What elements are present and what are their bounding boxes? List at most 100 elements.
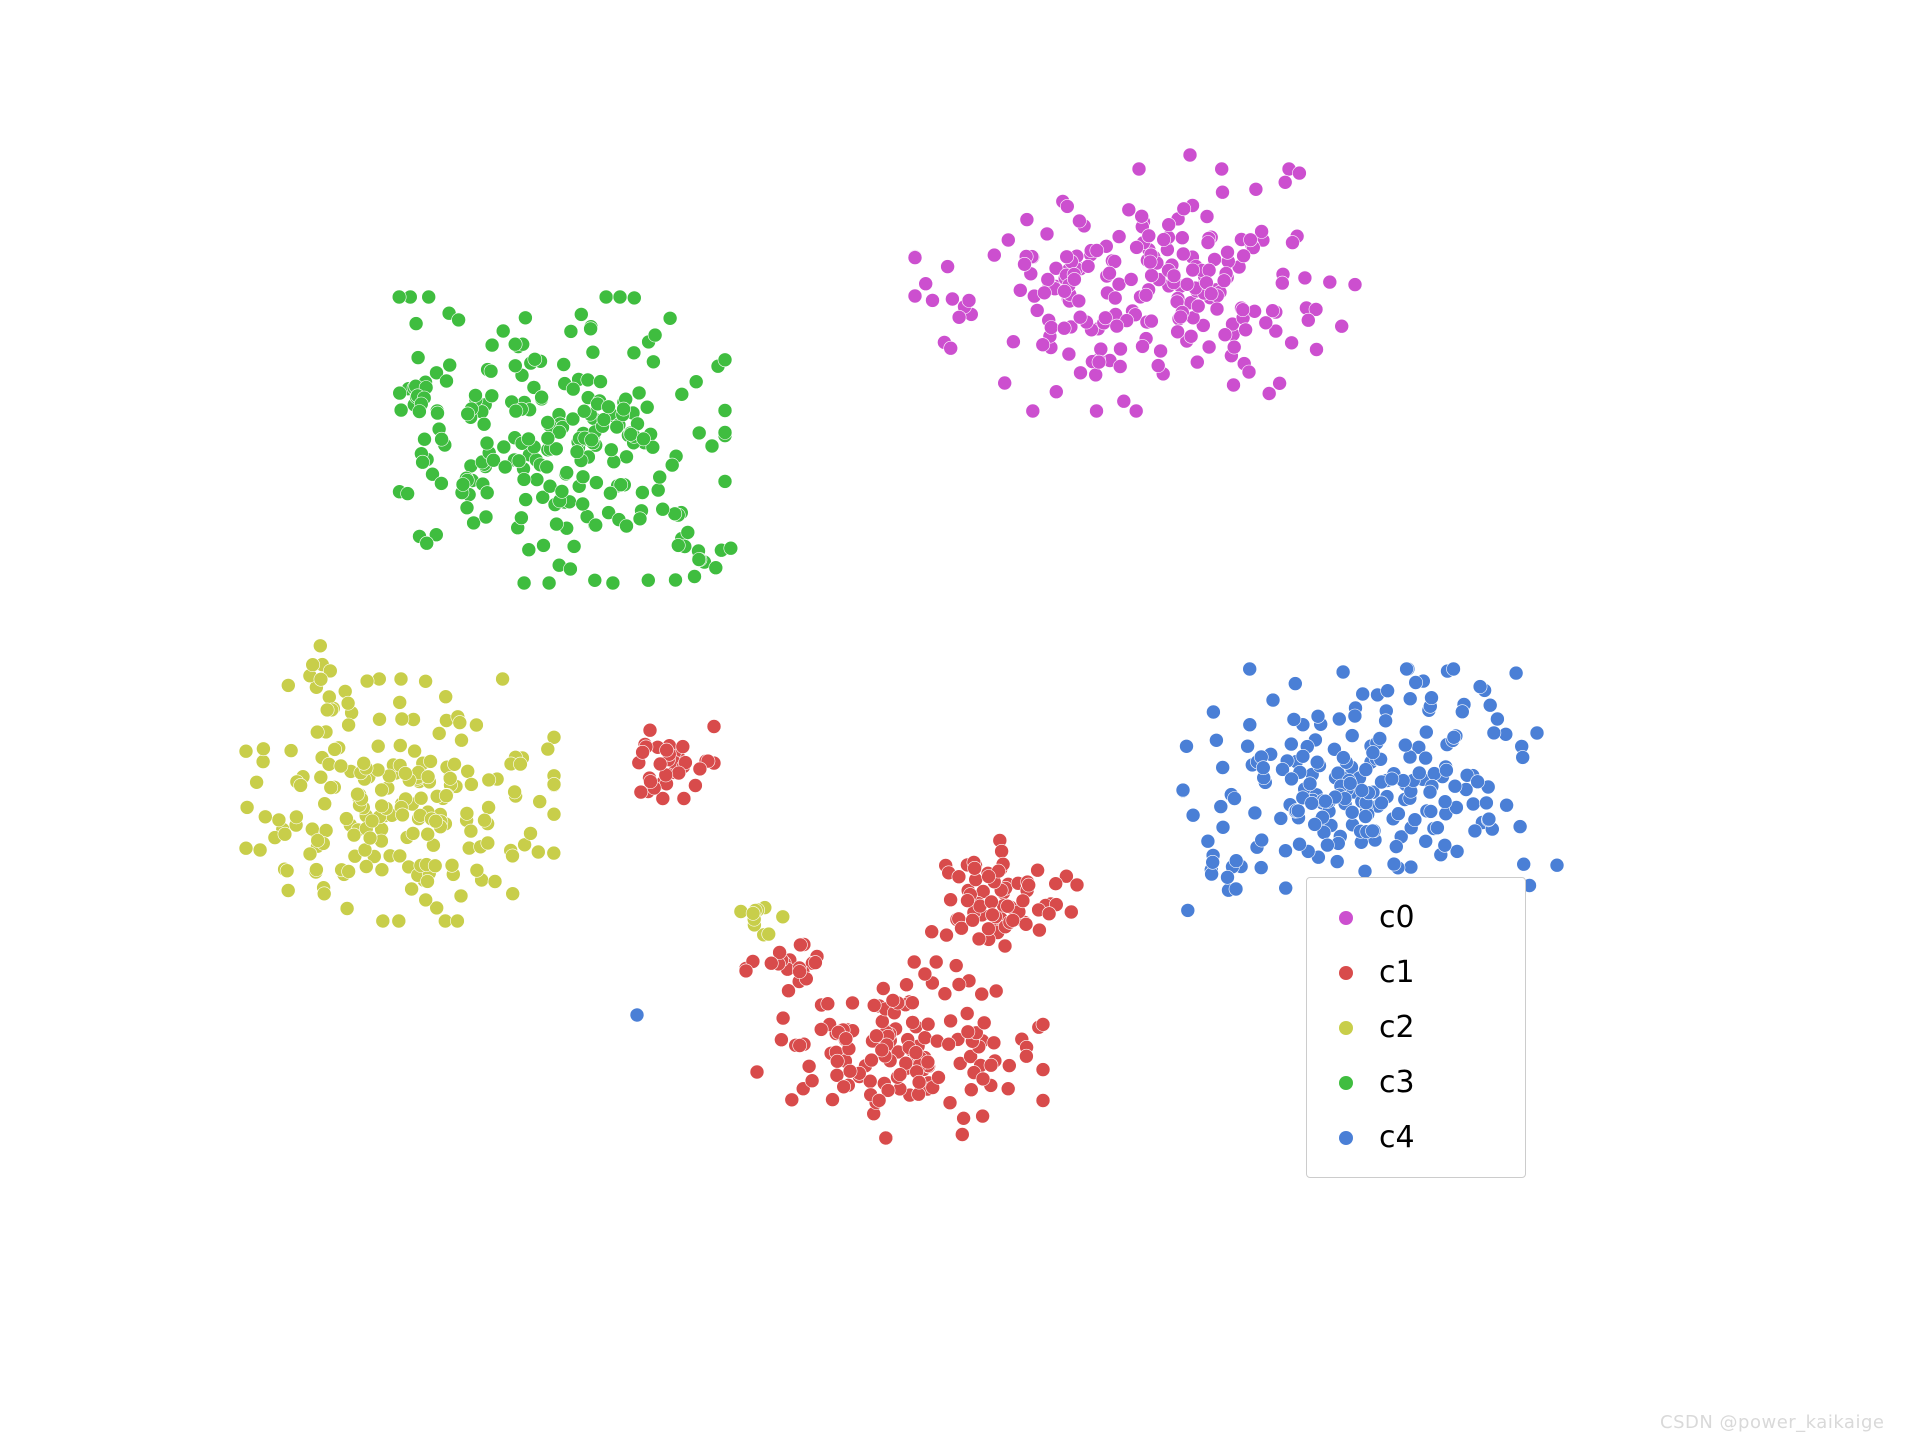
point-c2	[481, 836, 495, 850]
point-c2	[464, 824, 478, 838]
point-c1	[921, 1055, 935, 1069]
point-c1	[975, 987, 989, 1001]
point-c3	[469, 388, 483, 402]
point-c0	[1236, 303, 1250, 317]
point-c1	[875, 1015, 889, 1029]
point-c3	[537, 538, 551, 552]
point-c2	[339, 812, 353, 826]
point-c1	[793, 1039, 807, 1053]
point-c0	[1242, 365, 1256, 379]
point-c2	[419, 893, 433, 907]
point-c2	[460, 806, 474, 820]
point-c4	[1216, 761, 1230, 775]
point-c4	[1379, 714, 1393, 728]
point-c1	[912, 1075, 926, 1089]
point-c3	[522, 432, 536, 446]
point-c4	[1366, 746, 1380, 760]
point-c1	[688, 779, 702, 793]
point-c0	[1073, 310, 1087, 324]
point-c4	[1345, 729, 1359, 743]
point-c0	[1058, 284, 1072, 298]
point-c1	[764, 956, 778, 970]
point-c1	[893, 1068, 907, 1082]
point-c3	[542, 576, 556, 590]
point-c3	[646, 355, 660, 369]
point-c1	[942, 1037, 956, 1051]
point-c4	[1285, 772, 1299, 786]
point-c3	[519, 493, 533, 507]
point-c1	[839, 1032, 853, 1046]
point-c2	[375, 783, 389, 797]
point-c0	[1074, 366, 1088, 380]
point-c4	[1201, 834, 1215, 848]
point-c4	[1517, 857, 1531, 871]
point-c0	[1151, 359, 1165, 373]
point-c1	[932, 1070, 946, 1084]
point-c1	[929, 955, 943, 969]
point-c0	[1026, 404, 1040, 418]
point-c0	[1143, 255, 1157, 269]
point-c2	[421, 770, 435, 784]
point-c0	[1060, 199, 1074, 213]
point-c3	[512, 454, 526, 468]
point-c3	[635, 486, 649, 500]
point-c4	[1359, 810, 1373, 824]
point-c2	[508, 785, 522, 799]
legend-item-c1: c1	[1321, 945, 1507, 1000]
point-c0	[944, 341, 958, 355]
legend-item-c3: c3	[1321, 1055, 1507, 1110]
point-c3	[627, 346, 641, 360]
point-c2	[421, 874, 435, 888]
point-c2	[318, 797, 332, 811]
point-c1	[1001, 1082, 1015, 1096]
point-c3	[530, 473, 544, 487]
point-c3	[718, 474, 732, 488]
point-c4	[1516, 750, 1530, 764]
point-c3	[550, 517, 564, 531]
point-c4	[1305, 796, 1319, 810]
point-c2	[406, 826, 420, 840]
point-c2	[256, 742, 270, 756]
point-c1	[634, 785, 648, 799]
point-c2	[448, 757, 462, 771]
point-c4	[1176, 783, 1190, 797]
point-c2	[464, 777, 478, 791]
point-c3	[640, 400, 654, 414]
point-c4	[1455, 705, 1469, 719]
point-c2	[531, 845, 545, 859]
point-c4	[1403, 692, 1417, 706]
point-c4	[1419, 725, 1433, 739]
legend-marker-icon	[1339, 1131, 1353, 1145]
point-c4	[1348, 709, 1362, 723]
point-c0	[1072, 214, 1086, 228]
point-c3	[452, 313, 466, 327]
point-c4	[1483, 698, 1497, 712]
point-c0	[1162, 218, 1176, 232]
point-c4	[630, 1008, 644, 1022]
point-c1	[944, 1014, 958, 1028]
point-c3	[577, 404, 591, 418]
point-c4	[1336, 751, 1350, 765]
point-c3	[718, 426, 732, 440]
point-c3	[563, 562, 577, 576]
point-c0	[1041, 273, 1055, 287]
point-c0	[908, 289, 922, 303]
point-c1	[987, 1036, 1001, 1050]
point-c0	[1227, 340, 1241, 354]
point-c3	[656, 502, 670, 516]
point-c3	[718, 353, 732, 367]
point-c3	[435, 432, 449, 446]
point-c3	[518, 311, 532, 325]
point-c2	[272, 813, 286, 827]
point-c1	[1032, 923, 1046, 937]
point-c3	[718, 404, 732, 418]
point-c3	[557, 358, 571, 372]
point-c2	[393, 849, 407, 863]
point-c3	[653, 470, 667, 484]
point-c0	[1227, 378, 1241, 392]
point-c2	[405, 882, 419, 896]
point-c4	[1408, 813, 1422, 827]
point-c2	[396, 808, 410, 822]
point-c2	[306, 658, 320, 672]
point-c0	[1108, 291, 1122, 305]
